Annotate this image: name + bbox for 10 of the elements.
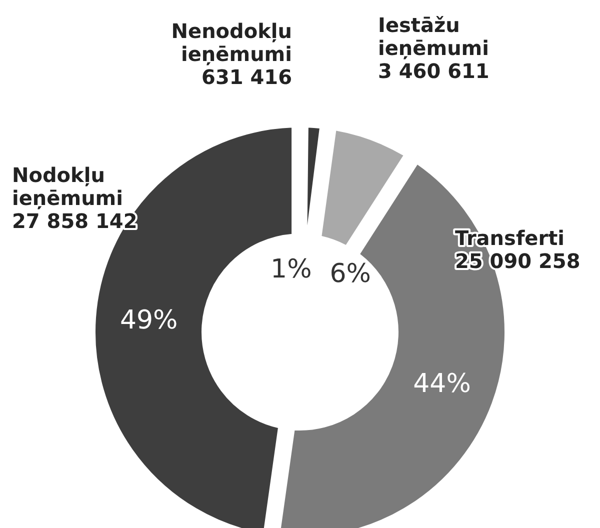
- text: 6%: [330, 258, 371, 289]
- text: 44%: [413, 368, 471, 399]
- data-label: 631 416: [202, 65, 292, 89]
- slice-label: Iestāžu ieņēmumi: [378, 13, 489, 60]
- data-label: 3 460 611: [378, 59, 490, 83]
- text: 1%: [270, 254, 312, 284]
- data-label: 25 090 258: [455, 249, 580, 273]
- slice-label: Nenodokļu ieņēmumi: [171, 19, 292, 66]
- text: 49%: [120, 306, 178, 336]
- slice-label: Nodokļu ieņēmumi: [12, 163, 123, 210]
